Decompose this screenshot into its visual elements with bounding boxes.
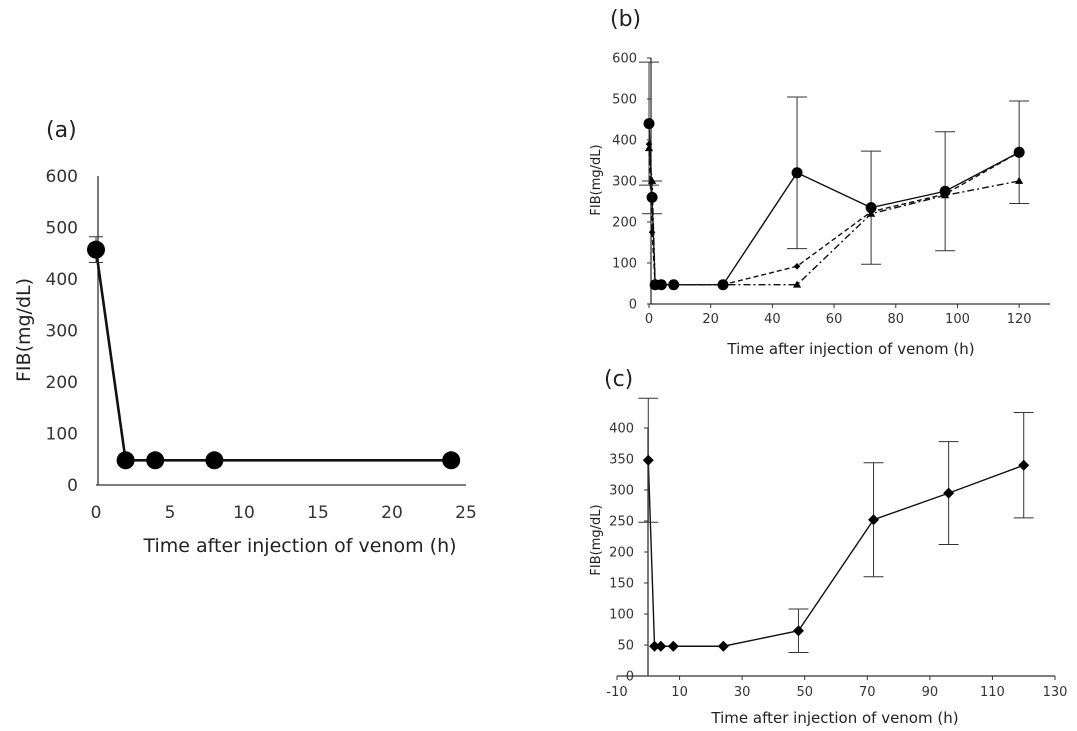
y-tick-label: 150 <box>609 577 634 592</box>
data-point-diamond <box>648 228 656 236</box>
x-tick-label: 10 <box>671 685 688 700</box>
x-tick-label: 50 <box>796 685 813 700</box>
panel-c-label: (c) <box>604 367 633 392</box>
panel-c: (c) 0 50 100 150 200 250 300 350 400 -10 10 30 50 70 9… <box>589 367 1067 727</box>
panel-b-x-axis-title: Time after injection of venom (h) <box>726 340 974 358</box>
x-tick-label: 10 <box>233 503 255 523</box>
data-point-triangle <box>644 144 654 152</box>
y-tick-label: 600 <box>46 167 78 187</box>
x-tick-label: 0 <box>91 503 102 523</box>
data-point-diamond <box>655 640 667 652</box>
data-point-diamond <box>943 487 955 499</box>
x-tick-label: 0 <box>645 312 653 327</box>
panel-a-x-axis-title: Time after injection of venom (h) <box>142 535 456 557</box>
x-tick-label: 20 <box>702 312 719 327</box>
data-point-circle <box>442 451 461 470</box>
y-tick-label: 100 <box>46 424 78 444</box>
panel-b: (b) 0 100 200 300 400 500 600 0 20 40 60 80 100 120 T… <box>589 7 1050 358</box>
data-point-triangle <box>669 280 678 288</box>
panel-c-x-axis-title: Time after injection of venom (h) <box>710 709 958 727</box>
x-tick-label: 120 <box>1007 312 1032 327</box>
data-point-diamond <box>792 625 804 637</box>
data-point-circle <box>791 167 803 179</box>
panel-a: (a) 0 100 200 300 400 500 600 0 5 10 15 20 25 Time a… <box>13 118 477 557</box>
data-point-triangle <box>651 280 660 288</box>
y-tick-label: 500 <box>612 93 637 108</box>
x-tick-label: 70 <box>859 685 876 700</box>
y-tick-label: 300 <box>46 321 78 341</box>
x-tick-label: 130 <box>1043 685 1068 700</box>
data-point-triangle <box>940 191 950 199</box>
data-point-diamond <box>868 514 880 526</box>
y-tick-label: 50 <box>617 639 634 654</box>
panel-b-series-line-1 <box>648 123 1020 286</box>
y-tick-label: 300 <box>612 175 637 190</box>
y-tick-label: 200 <box>609 546 634 561</box>
x-tick-label: 40 <box>764 312 781 327</box>
y-tick-label: 600 <box>612 52 637 67</box>
data-point-triangle <box>1015 176 1024 184</box>
data-point-diamond <box>649 640 661 652</box>
y-tick-label: 300 <box>609 484 634 499</box>
x-tick-label: 20 <box>381 503 403 523</box>
y-tick-label: 0 <box>629 298 637 313</box>
y-tick-label: 200 <box>612 216 637 231</box>
y-tick-label: 100 <box>612 257 637 272</box>
data-point-triangle <box>792 280 802 288</box>
x-tick-label: 15 <box>307 503 329 523</box>
data-point-diamond <box>1018 459 1030 471</box>
panel-a-y-axis-title: FIB(mg/dL) <box>13 278 35 382</box>
panel-a-label: (a) <box>46 118 77 143</box>
x-tick-label: -10 <box>606 685 627 700</box>
y-tick-label: 350 <box>609 453 634 468</box>
x-tick-label: 100 <box>945 312 970 327</box>
y-tick-label: 500 <box>46 218 78 238</box>
y-tick-label: 400 <box>609 422 634 437</box>
x-tick-label: 30 <box>734 685 751 700</box>
x-tick-label: 60 <box>826 312 843 327</box>
data-point-diamond <box>793 262 801 270</box>
panel-b-label: (b) <box>610 7 641 32</box>
y-tick-label: 250 <box>609 515 634 530</box>
data-point-diamond <box>1015 149 1023 156</box>
panel-b-series-line-2 <box>648 144 1020 286</box>
y-tick-label: 400 <box>612 134 637 149</box>
y-tick-label: 400 <box>46 270 78 290</box>
panel-c-series-line-1 <box>647 460 1024 647</box>
y-tick-label: 0 <box>67 476 78 496</box>
data-point-circle <box>643 118 655 130</box>
x-tick-label: 80 <box>887 312 904 327</box>
data-point-triangle <box>657 280 666 288</box>
panel-a-series-line-1 <box>94 249 452 462</box>
panel-b-y-axis-title: FIB(mg/dL) <box>589 144 604 215</box>
y-tick-label: 200 <box>46 373 78 393</box>
data-point-triangle <box>866 209 876 217</box>
data-point-diamond <box>717 640 729 652</box>
x-tick-label: 90 <box>922 685 939 700</box>
data-point-circle <box>87 240 105 259</box>
data-point-diamond <box>667 640 679 652</box>
x-tick-label: 25 <box>455 503 477 523</box>
panel-b-series-line-3 <box>648 148 1020 286</box>
data-point-triangle <box>718 280 728 288</box>
data-point-diamond <box>642 454 654 466</box>
panel-c-y-axis-title: FIB(mg/dL) <box>589 504 604 575</box>
data-point-circle <box>116 451 135 470</box>
x-tick-label: 110 <box>980 685 1005 700</box>
y-tick-label: 100 <box>609 608 634 623</box>
y-tick-label: 0 <box>626 670 634 685</box>
data-point-circle <box>205 451 224 470</box>
x-tick-label: 5 <box>165 503 176 523</box>
data-point-circle <box>146 451 165 470</box>
data-point-triangle <box>647 176 657 184</box>
